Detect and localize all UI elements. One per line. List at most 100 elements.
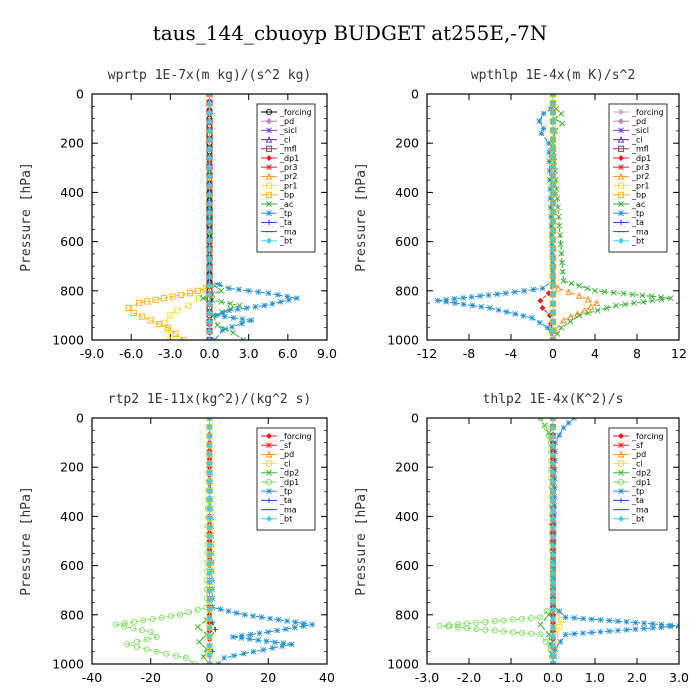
- data-point: [546, 167, 553, 174]
- data-point: [460, 294, 466, 301]
- legend-marker: [265, 172, 273, 180]
- legend-label: _pr2: [631, 172, 649, 181]
- x-tick-label: 0.0: [543, 670, 563, 685]
- data-point: [549, 318, 557, 325]
- data-point: [167, 312, 174, 319]
- data-point: [206, 551, 213, 558]
- chart-panel: rtp2 1E-11x(kg^2)/(kg^2 s) Pressure [hPa]…: [19, 392, 335, 685]
- data-point: [554, 284, 562, 292]
- data-point: [112, 621, 119, 628]
- x-tick-label: 0.0: [200, 346, 220, 361]
- data-point: [256, 630, 263, 637]
- data-point: [549, 163, 557, 170]
- legend-label: _cl: [279, 135, 291, 144]
- data-point: [238, 635, 245, 641]
- data-point: [549, 327, 557, 334]
- data-point: [549, 218, 557, 225]
- data-point: [549, 606, 557, 613]
- data-point: [632, 619, 639, 626]
- legend-label: _pd: [279, 117, 294, 126]
- x-tick-label: 9.0: [317, 346, 337, 361]
- data-point: [172, 330, 179, 337]
- legend-label: _ta: [631, 218, 644, 227]
- data-point: [226, 285, 232, 292]
- data-point: [144, 298, 151, 305]
- data-point: [556, 608, 563, 614]
- legend-label: _cl: [631, 135, 643, 144]
- data-point: [140, 617, 147, 624]
- y-tick-label: 200: [395, 460, 419, 475]
- data-point: [177, 611, 184, 618]
- y-tick-label: 1000: [387, 333, 419, 348]
- data-point: [206, 191, 213, 198]
- data-point: [539, 285, 546, 292]
- data-point: [559, 259, 566, 266]
- data-point: [206, 236, 213, 243]
- series-group: [112, 418, 316, 664]
- chart-title: thlp2 1E-4x(K^2)/s: [483, 392, 624, 407]
- data-point: [613, 302, 619, 309]
- legend-label: _pr2: [279, 172, 297, 181]
- data-point: [452, 300, 458, 306]
- data-point: [545, 140, 552, 147]
- legend-marker: [265, 182, 273, 189]
- data-point: [549, 227, 557, 234]
- data-point: [547, 204, 554, 211]
- series-line: [439, 418, 554, 664]
- legend-marker: [617, 450, 625, 458]
- data-point: [540, 125, 547, 132]
- data-point: [521, 287, 528, 294]
- data-point: [592, 287, 598, 294]
- data-point: [206, 606, 213, 613]
- data-point: [549, 100, 557, 107]
- data-point: [206, 660, 213, 664]
- data-point: [226, 307, 232, 314]
- data-point: [565, 420, 572, 426]
- data-point: [549, 506, 557, 513]
- data-point: [160, 295, 167, 302]
- data-point: [206, 94, 213, 98]
- data-point: [594, 307, 601, 314]
- data-point: [238, 320, 245, 327]
- data-point: [549, 433, 557, 440]
- data-point: [436, 622, 443, 629]
- y-tick-label: 400: [60, 185, 84, 200]
- data-point: [560, 424, 567, 431]
- data-point: [473, 619, 480, 626]
- data-point: [206, 145, 213, 152]
- data-point: [658, 294, 665, 301]
- legend-label: _mfl: [631, 145, 649, 154]
- legend-label: _sf: [279, 441, 291, 450]
- x-tick-label: 12: [671, 346, 687, 361]
- data-point: [206, 597, 213, 604]
- data-point: [206, 651, 213, 658]
- data-point: [549, 451, 557, 458]
- data-point: [560, 316, 567, 324]
- legend-label: _forcing: [279, 108, 312, 117]
- data-point: [549, 569, 557, 576]
- data-point: [549, 245, 557, 252]
- legend-marker: [265, 191, 273, 198]
- data-point: [280, 640, 287, 647]
- data-point: [547, 186, 554, 193]
- data-point: [495, 307, 502, 313]
- legend-label: _pd: [279, 450, 294, 459]
- data-point: [206, 524, 213, 531]
- data-point: [206, 163, 213, 170]
- data-point: [285, 297, 292, 303]
- data-point: [194, 606, 201, 613]
- data-point: [473, 625, 480, 633]
- legend-marker: [618, 210, 624, 217]
- data-point: [658, 296, 665, 303]
- data-point: [610, 289, 617, 296]
- x-tick-label: -2.0: [457, 670, 481, 685]
- data-point: [300, 620, 307, 627]
- data-point: [601, 288, 608, 295]
- data-point: [491, 627, 498, 634]
- data-point: [571, 615, 578, 621]
- data-point: [557, 232, 563, 238]
- data-point: [125, 304, 132, 312]
- legend-marker: [617, 135, 625, 143]
- legend-label: _ta: [279, 218, 292, 227]
- data-point: [549, 633, 557, 640]
